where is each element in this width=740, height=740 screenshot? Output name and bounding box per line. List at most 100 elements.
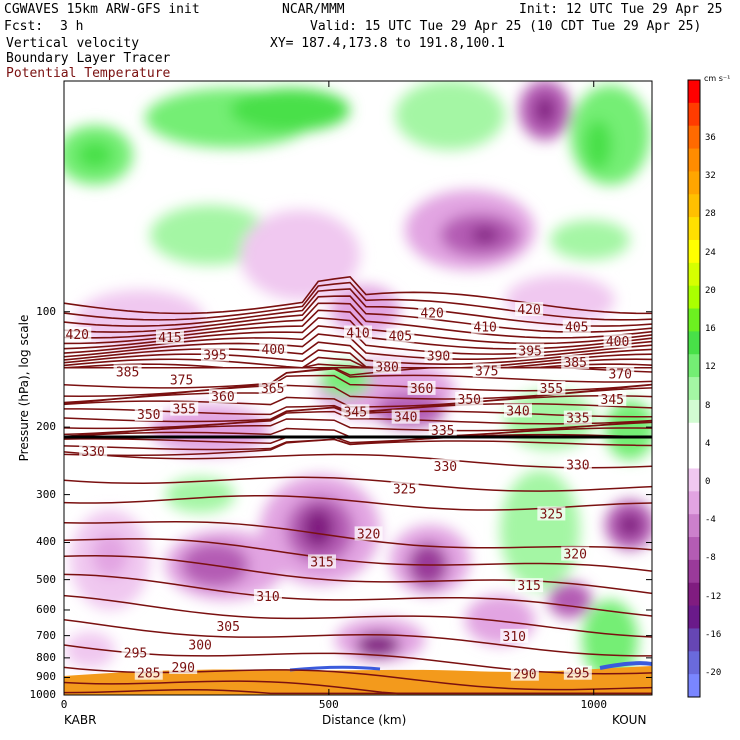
colorbar-units: cm s⁻¹ (704, 74, 731, 83)
colorbar-swatch (688, 491, 700, 515)
theta-label-bg (259, 342, 288, 357)
theta-label-bg (134, 665, 163, 680)
colorbar-swatch (688, 377, 700, 401)
colorbar-swatch (688, 582, 700, 607)
theta-line (64, 573, 652, 617)
colorbar-swatch (688, 399, 700, 424)
colorbar-tick-label: -8 (705, 553, 716, 564)
theta-line (64, 555, 652, 595)
theta-label-bg (186, 637, 215, 652)
init-time: Init: 12 UTC Tue 29 Apr 25 (519, 2, 723, 17)
theta-label: 325 (393, 483, 416, 498)
theta-label: 415 (158, 331, 181, 346)
x-tick-label: 500 (318, 698, 339, 711)
colorbar-tick-label: -12 (705, 591, 722, 602)
colorbar-tick-label: 0 (705, 477, 711, 487)
endpoint-left: KABR (64, 713, 97, 727)
theta-labels: 420 415 395 400 410 405 420 410 420 405 400 390 395 3… (64, 302, 635, 683)
theta-label: 360 (410, 382, 433, 397)
y-tick-label: 200 (36, 420, 56, 434)
theta-line (64, 476, 652, 492)
theta-label: 330 (81, 445, 104, 460)
theta-label: 410 (346, 327, 369, 342)
theta-label-bg (253, 588, 282, 603)
theta-line (64, 356, 652, 369)
colorbar-tick-label: 16 (705, 324, 716, 335)
theta-label-bg (418, 305, 447, 320)
theta-line (64, 275, 652, 315)
colorbar-swatch (688, 674, 700, 698)
theta-label-bg (307, 554, 336, 569)
theta-label: 305 (216, 620, 239, 635)
forecast-hours: 3 h (60, 19, 84, 34)
field-potential-temperature: Potential Temperature (6, 66, 171, 81)
colorbar-tick-label: 24 (705, 247, 716, 258)
y-axis-ticks (64, 311, 652, 696)
field-boundary-layer-tracer: Boundary Layer Tracer (6, 51, 171, 66)
theta-line (64, 349, 652, 369)
colorbar-swatch (688, 422, 700, 447)
theta-label: 345 (601, 393, 624, 408)
y-tick-label: 500 (36, 572, 56, 586)
colorbar-swatch (688, 239, 700, 264)
theta-label-bg (503, 403, 532, 418)
theta-label: 400 (606, 335, 629, 350)
y-tick-label: 300 (36, 487, 56, 501)
theta-label: 370 (608, 368, 631, 383)
colorbar-tick-label: 8 (705, 400, 711, 411)
theta-label-bg (455, 392, 484, 407)
valid-time: Valid: 15 UTC Tue 29 Apr 25 (10 CDT Tue … (310, 19, 702, 34)
theta-label-bg (563, 457, 592, 472)
colorbar-tick-label: 28 (705, 209, 716, 220)
theta-label: 335 (566, 412, 589, 427)
y-tick-label: 1000 (29, 688, 57, 701)
theta-label-bg (563, 410, 592, 425)
theta-label: 320 (563, 548, 586, 563)
theta-label: 290 (513, 668, 536, 683)
y-tick-label: 800 (36, 650, 56, 664)
x-tick-label: 1000 (580, 698, 607, 711)
theta-label: 420 (66, 328, 89, 343)
theta-label: 395 (203, 348, 226, 363)
theta-label: 345 (344, 405, 367, 420)
theta-line (64, 451, 652, 469)
y-tick-label: 100 (36, 304, 56, 318)
theta-label: 340 (394, 411, 417, 426)
colorbar-swatch (688, 559, 700, 584)
theta-line (64, 538, 652, 572)
colorbar-tick-label: 20 (705, 285, 716, 296)
colorbar-tick-label: -4 (705, 515, 716, 526)
theta-label: 400 (262, 343, 285, 358)
colorbar-swatch (688, 514, 700, 538)
theta-label-bg (354, 526, 383, 541)
theta-label: 375 (170, 373, 193, 388)
theta-label-bg (515, 302, 544, 317)
theta-label-bg (606, 366, 635, 381)
theta-label: 420 (517, 303, 540, 318)
forecast-label: Fcst: (4, 19, 44, 34)
theta-line (64, 288, 652, 327)
y-tick-label: 600 (36, 602, 56, 616)
theta-label-bg (134, 407, 163, 422)
theta-label-bg (170, 401, 199, 416)
theta-line (64, 341, 652, 365)
theta-label: 405 (389, 329, 412, 344)
model-title: CGWAVES 15km ARW-GFS init (4, 2, 200, 17)
colorbar-tick-label: 32 (705, 171, 716, 182)
colorbar-swatch (688, 194, 700, 218)
theta-label-bg (391, 409, 420, 424)
theta-label-bg (537, 506, 566, 521)
theta-label: 420 (420, 306, 443, 321)
theta-label: 355 (540, 382, 563, 397)
theta-label: 355 (173, 403, 196, 418)
colorbar-tick-label: 4 (705, 438, 711, 449)
colorbar-swatch (688, 148, 700, 172)
colorbar-tick-label: 36 (705, 133, 716, 143)
colorbar-swatch (688, 605, 700, 629)
theta-label: 350 (137, 408, 160, 423)
theta-label: 295 (566, 667, 589, 682)
colorbar-swatch (688, 354, 700, 378)
colorbar-swatch (688, 651, 700, 675)
theta-label-bg (598, 392, 627, 407)
